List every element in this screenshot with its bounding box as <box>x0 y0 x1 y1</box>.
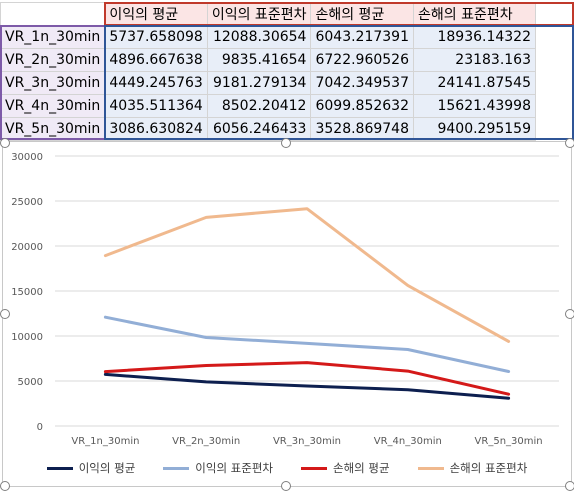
resize-handle-bottom-middle[interactable] <box>281 481 291 491</box>
y-tick-label: 20000 <box>11 242 43 253</box>
column-header[interactable]: 이익의 표준편차 <box>206 2 312 26</box>
cell[interactable]: 6099.852632 <box>310 94 414 118</box>
cell[interactable]: 6043.217391 <box>310 25 414 49</box>
y-tick-label: 0 <box>37 422 43 433</box>
y-tick-label: 15000 <box>11 287 43 298</box>
table-row: VR_4n_30min 4035.511364 8502.20412 6099.… <box>0 94 536 118</box>
row-label[interactable]: VR_1n_30min <box>0 25 106 49</box>
x-tick-label: VR_3n_30min <box>273 436 341 447</box>
series-line[interactable] <box>103 361 511 396</box>
legend-label: 손해의 표준편차 <box>449 461 528 475</box>
data-table: 이익의 평균 이익의 표준편차 손해의 평균 손해의 표준편차 VR_1n_30… <box>0 2 536 141</box>
cell[interactable]: 9400.295159 <box>413 117 536 141</box>
table-row: VR_3n_30min 4449.245763 9181.279134 7042… <box>0 71 536 95</box>
cell[interactable]: 4449.245763 <box>104 71 208 95</box>
resize-handle-middle-left[interactable] <box>0 309 10 319</box>
cell[interactable]: 4035.511364 <box>104 94 208 118</box>
y-tick-label: 5000 <box>18 377 43 388</box>
column-header[interactable]: 손해의 표준편차 <box>413 2 536 26</box>
cell[interactable]: 8502.20412 <box>206 94 312 118</box>
legend-item[interactable]: 이익의 평균 <box>46 460 136 476</box>
cell[interactable]: 5737.658098 <box>104 25 208 49</box>
chart-plot-area: 0 5000 10000 15000 20000 25000 30000 VR_1n_30mi… <box>11 152 559 447</box>
row-label[interactable]: VR_5n_30min <box>0 117 106 141</box>
row-label[interactable]: VR_2n_30min <box>0 48 106 72</box>
y-tick-label: 25000 <box>11 197 43 208</box>
resize-handle-top-left[interactable] <box>0 138 10 148</box>
table-row: VR_1n_30min 5737.658098 12088.30654 6043… <box>0 25 536 49</box>
row-label[interactable]: VR_3n_30min <box>0 71 106 95</box>
x-tick-label: VR_4n_30min <box>374 436 442 447</box>
resize-handle-top-right[interactable] <box>565 138 574 148</box>
row-label[interactable]: VR_4n_30min <box>0 94 106 118</box>
cell[interactable]: 12088.30654 <box>206 25 312 49</box>
resize-handle-middle-right[interactable] <box>565 309 574 319</box>
legend-label: 손해의 평균 <box>333 461 390 475</box>
chart-legend[interactable]: 이익의 평균 이익의 표준편차 손해의 평균 손해의 표준편차 <box>3 460 571 476</box>
legend-swatch <box>163 466 190 470</box>
resize-handle-bottom-left[interactable] <box>0 481 10 491</box>
x-tick-label: VR_5n_30min <box>475 436 543 447</box>
cell[interactable]: 23183.163 <box>413 48 536 72</box>
y-tick-label: 30000 <box>11 152 43 163</box>
legend-swatch <box>417 466 444 470</box>
y-tick-label: 10000 <box>11 332 43 343</box>
line-chart[interactable]: 0 5000 10000 15000 20000 25000 30000 VR_1n_30mi… <box>2 141 572 487</box>
legend-swatch <box>46 466 73 470</box>
legend-item[interactable]: 이익의 표준편차 <box>163 460 273 476</box>
cell[interactable]: 24141.87545 <box>413 71 536 95</box>
cell[interactable]: 15621.43998 <box>413 94 536 118</box>
cell[interactable]: 6056.246433 <box>206 117 312 141</box>
resize-handle-bottom-right[interactable] <box>565 481 574 491</box>
cell[interactable]: 9835.41654 <box>206 48 312 72</box>
legend-item[interactable]: 손해의 표준편차 <box>417 460 528 476</box>
legend-label: 이익의 평균 <box>78 461 136 475</box>
cell[interactable]: 7042.349537 <box>310 71 414 95</box>
series-line[interactable] <box>103 372 511 400</box>
column-header[interactable]: 손해의 평균 <box>310 2 414 26</box>
corner-cell[interactable] <box>0 2 106 26</box>
spreadsheet-range: 이익의 평균 이익의 표준편차 손해의 평균 손해의 표준편차 VR_1n_30… <box>0 0 574 141</box>
series-line[interactable] <box>103 315 511 373</box>
table-header-row: 이익의 평균 이익의 표준편차 손해의 평균 손해의 표준편차 <box>0 2 536 26</box>
x-tick-label: VR_2n_30min <box>172 436 240 447</box>
cell[interactable]: 9181.279134 <box>206 71 312 95</box>
column-header[interactable]: 이익의 평균 <box>104 2 208 26</box>
cell[interactable]: 3086.630824 <box>104 117 208 141</box>
cell[interactable]: 3528.869748 <box>310 117 414 141</box>
cell[interactable]: 4896.667638 <box>104 48 208 72</box>
table-row: VR_2n_30min 4896.667638 9835.41654 6722.… <box>0 48 536 72</box>
table-row: VR_5n_30min 3086.630824 6056.246433 3528… <box>0 117 536 141</box>
series-line[interactable] <box>103 207 511 343</box>
legend-item[interactable]: 손해의 평균 <box>301 460 390 476</box>
legend-swatch <box>301 466 327 470</box>
resize-handle-top-middle[interactable] <box>281 138 291 148</box>
legend-label: 이익의 표준편차 <box>195 461 273 475</box>
x-tick-label: VR_1n_30min <box>71 436 139 447</box>
cell[interactable]: 18936.14322 <box>413 25 536 49</box>
cell[interactable]: 6722.960526 <box>310 48 414 72</box>
